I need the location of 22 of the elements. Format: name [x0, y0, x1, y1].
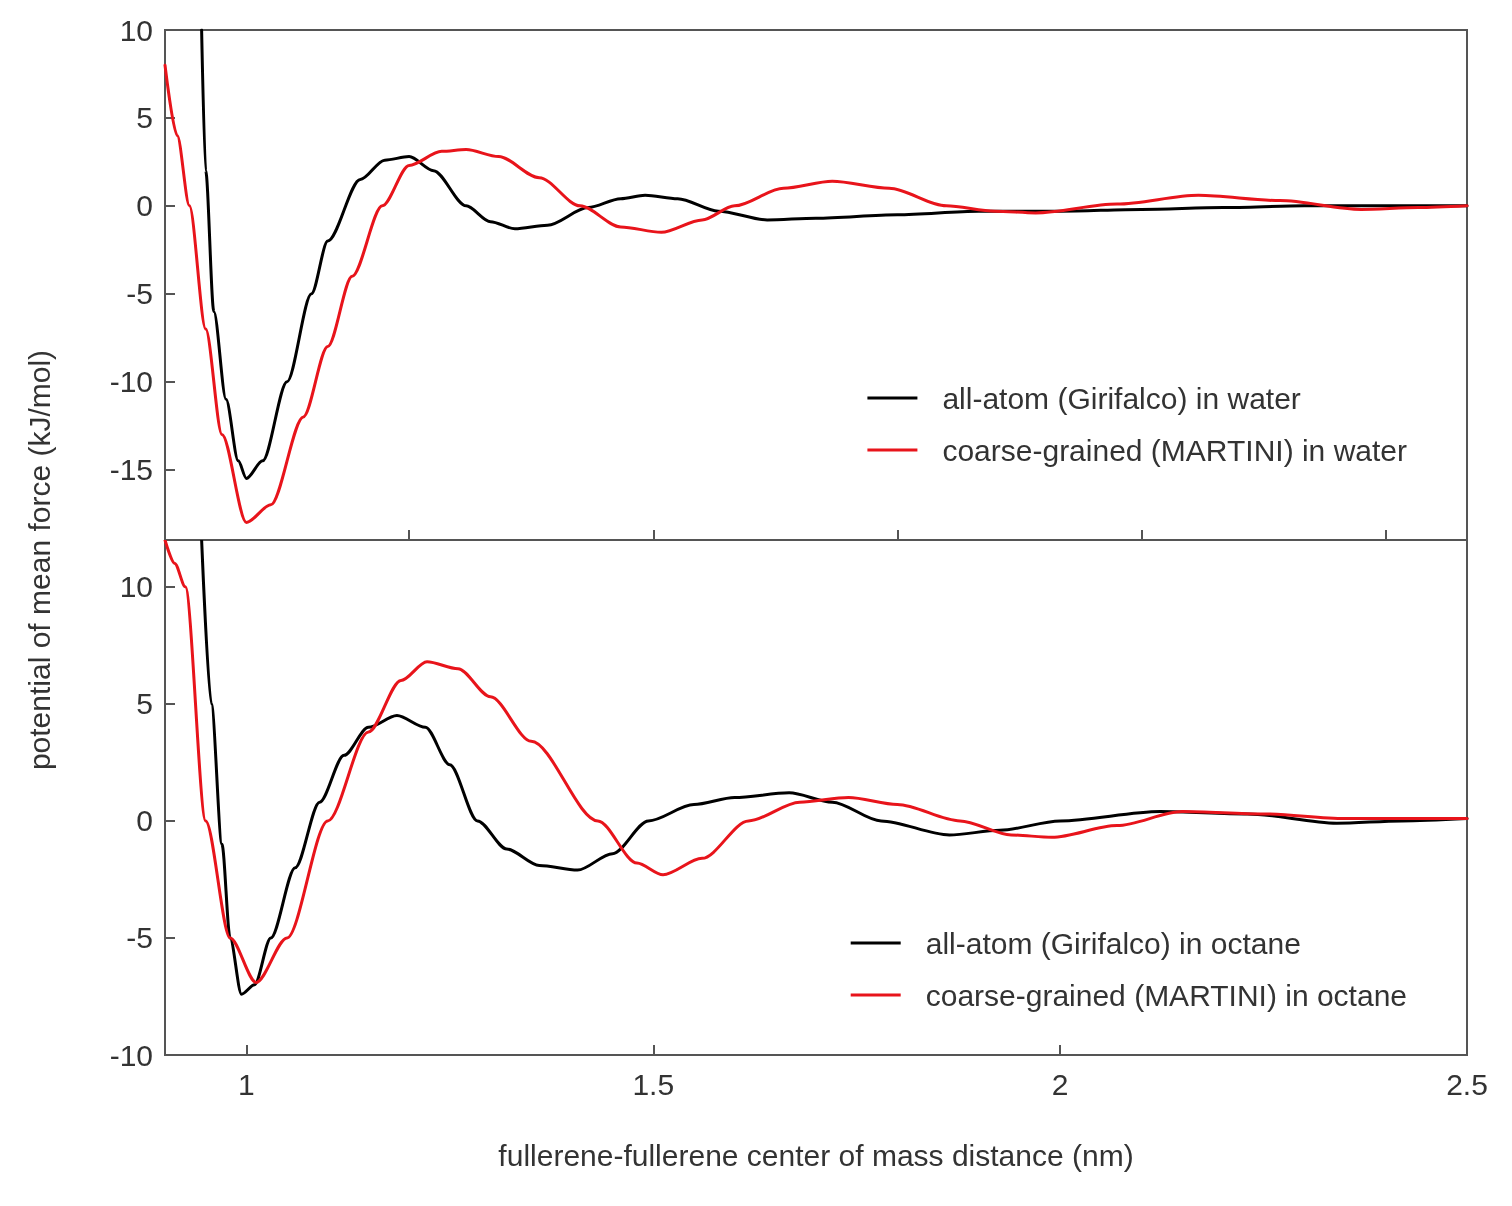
- y-tick-label: 0: [136, 804, 153, 838]
- line-series: [163, 63, 1469, 524]
- y-tick-label: -15: [109, 453, 153, 487]
- y-tick-label: -5: [126, 277, 153, 311]
- x-tick-label: 2.5: [1446, 1067, 1488, 1101]
- y-tick-label: 5: [136, 101, 153, 135]
- legend-label: all-atom (Girifalco) in water: [942, 381, 1301, 415]
- y-tick-label: 10: [119, 13, 153, 47]
- y-tick-label: 10: [119, 570, 153, 604]
- x-axis-title: fullerene-fullerene center of mass distance (nm): [498, 1138, 1134, 1172]
- legend-label: all-atom (Girifalco) in octane: [925, 926, 1301, 960]
- y-tick-label: -10: [109, 1038, 153, 1072]
- y-axis-title: potential of mean force (kJ/mol): [23, 349, 57, 771]
- x-tick-label: 1: [238, 1067, 255, 1101]
- legend-label: coarse-grained (MARTINI) in water: [942, 433, 1408, 467]
- y-tick-label: -5: [126, 921, 153, 955]
- y-tick-label: 5: [136, 687, 153, 721]
- x-tick-label: 2: [1051, 1067, 1069, 1101]
- legend-label: coarse-grained (MARTINI) in octane: [925, 978, 1408, 1012]
- x-tick-label: 1.5: [632, 1067, 675, 1101]
- y-tick-label: -10: [109, 365, 153, 399]
- y-tick-label: 0: [136, 189, 153, 223]
